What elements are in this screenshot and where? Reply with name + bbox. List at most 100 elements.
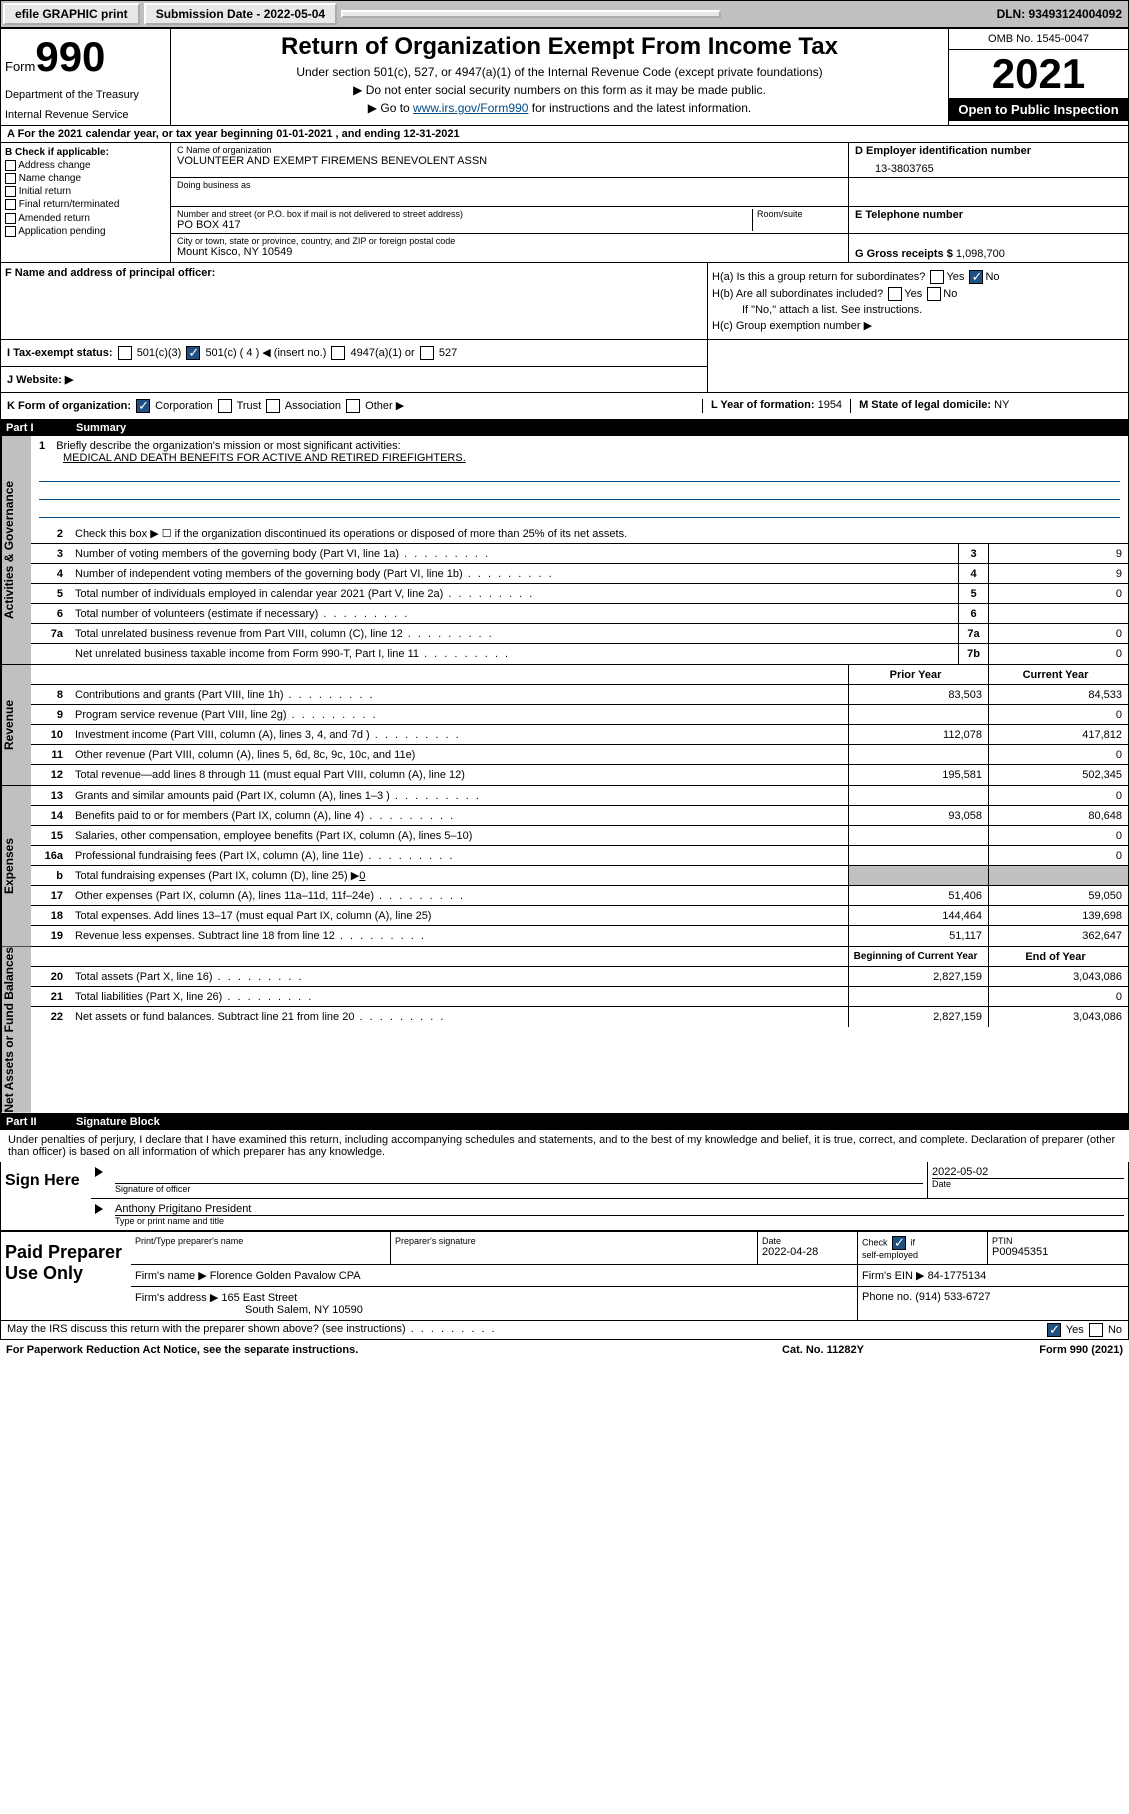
subtitle-3: ▶ Go to www.irs.gov/Form990 for instruct… (175, 101, 944, 115)
l22-text: Net assets or fund balances. Subtract li… (71, 1009, 848, 1025)
l11-cy: 0 (988, 745, 1128, 764)
irs-link[interactable]: www.irs.gov/Form990 (413, 101, 528, 115)
d-label: D Employer identification number (855, 145, 1122, 157)
section-k: K Form of organization: Corporation Trus… (0, 393, 1129, 420)
l17-py: 51,406 (848, 886, 988, 905)
dba-label: Doing business as (177, 180, 842, 190)
l15-text: Salaries, other compensation, employee b… (71, 828, 848, 844)
form-title: Return of Organization Exempt From Incom… (175, 33, 944, 61)
side-rev: Revenue (1, 665, 31, 785)
l10-py: 112,078 (848, 725, 988, 744)
l1-text: Briefly describe the organization's miss… (56, 440, 400, 452)
l8-cy: 84,533 (988, 685, 1128, 704)
open-to-public: Open to Public Inspection (949, 98, 1128, 121)
prep-date: 2022-04-28 (762, 1246, 853, 1258)
section-i-j: I Tax-exempt status: 501(c)(3) 501(c) ( … (0, 340, 1129, 393)
type-name-label: Type or print name and title (115, 1216, 1124, 1226)
l16b-text: Total fundraising expenses (Part IX, col… (71, 867, 848, 884)
chk-527[interactable] (420, 346, 434, 360)
paid-preparer-label: Paid Preparer Use Only (1, 1232, 131, 1320)
prep-date-hdr: Date (762, 1236, 853, 1246)
chk-corp[interactable] (136, 399, 150, 413)
sign-here-label: Sign Here (1, 1162, 91, 1230)
mission: MEDICAL AND DEATH BENEFITS FOR ACTIVE AN… (39, 452, 1120, 464)
chk-trust[interactable] (218, 399, 232, 413)
chk-amended[interactable]: Amended return (5, 213, 166, 224)
l14-text: Benefits paid to or for members (Part IX… (71, 808, 848, 824)
signature-block: Sign Here Signature of officer 2022-05-0… (0, 1162, 1129, 1231)
l21-b (848, 987, 988, 1006)
paid-preparer-block: Paid Preparer Use Only Print/Type prepar… (0, 1231, 1129, 1321)
efile-button[interactable]: efile GRAPHIC print (3, 3, 140, 25)
subtitle-2: ▶ Do not enter social security numbers o… (175, 83, 944, 97)
side-ag: Activities & Governance (1, 436, 31, 664)
l13-py (848, 786, 988, 805)
arrow-icon (95, 1204, 103, 1214)
firm-name-label: Firm's name ▶ (135, 1270, 207, 1282)
l16a-text: Professional fundraising fees (Part IX, … (71, 848, 848, 864)
dln: DLN: 93493124004092 (997, 7, 1122, 21)
l10-text: Investment income (Part VIII, column (A)… (71, 727, 848, 743)
l18-text: Total expenses. Add lines 13–17 (must eq… (71, 908, 848, 924)
l9-cy: 0 (988, 705, 1128, 724)
l18-cy: 139,698 (988, 906, 1128, 925)
phone: (914) 533-6727 (915, 1291, 990, 1303)
current-year-hdr: Current Year (988, 665, 1128, 684)
city-label: City or town, state or province, country… (177, 236, 842, 246)
l16a-cy: 0 (988, 846, 1128, 865)
chk-501c3[interactable] (118, 346, 132, 360)
h-b-note: If "No," attach a list. See instructions… (712, 304, 1124, 316)
chk-other[interactable] (346, 399, 360, 413)
l20-b: 2,827,159 (848, 967, 988, 986)
chk-initial-return[interactable]: Initial return (5, 186, 166, 197)
l15-cy: 0 (988, 826, 1128, 845)
room-label: Room/suite (757, 209, 842, 219)
chk-name-change[interactable]: Name change (5, 173, 166, 184)
l20-e: 3,043,086 (988, 967, 1128, 986)
hb-no[interactable] (927, 287, 941, 301)
cat-no: Cat. No. 11282Y (723, 1344, 923, 1356)
addr-label: Number and street (or P.O. box if mail i… (177, 209, 752, 219)
firm-name: Florence Golden Pavalow CPA (210, 1270, 361, 1282)
l13-cy: 0 (988, 786, 1128, 805)
chk-assoc[interactable] (266, 399, 280, 413)
part-2-header: Part II Signature Block (0, 1114, 1129, 1130)
discuss-yes[interactable] (1047, 1323, 1061, 1337)
ha-yes[interactable] (930, 270, 944, 284)
revenue-section: Revenue Prior YearCurrent Year 8Contribu… (0, 665, 1129, 786)
section-a: A For the 2021 calendar year, or tax yea… (0, 126, 1129, 143)
chk-final-return[interactable]: Final return/terminated (5, 199, 166, 210)
chk-address-change[interactable]: Address change (5, 160, 166, 171)
spacer (341, 10, 721, 18)
activities-governance: Activities & Governance 1 Briefly descri… (0, 436, 1129, 665)
chk-app-pending[interactable]: Application pending (5, 226, 166, 237)
l15-py (848, 826, 988, 845)
part-1-title: Summary (76, 422, 126, 434)
hb-yes[interactable] (888, 287, 902, 301)
org-name: VOLUNTEER AND EXEMPT FIREMENS BENEVOLENT… (177, 155, 842, 167)
chk-4947[interactable] (331, 346, 345, 360)
firm-addr-1: 165 East Street (221, 1292, 297, 1304)
l16a-py (848, 846, 988, 865)
l4-text: Number of independent voting members of … (71, 566, 958, 582)
i-label: I Tax-exempt status: (7, 347, 113, 359)
ein: 13-3803765 (855, 157, 1122, 175)
part-2-num: Part II (6, 1116, 76, 1128)
l18-py: 144,464 (848, 906, 988, 925)
section-f-h: F Name and address of principal officer:… (0, 263, 1129, 340)
firm-ein: 84-1775134 (928, 1270, 987, 1282)
subtitle-1: Under section 501(c), 527, or 4947(a)(1)… (175, 65, 944, 79)
prep-name-hdr: Print/Type preparer's name (135, 1236, 386, 1246)
l5-text: Total number of individuals employed in … (71, 586, 958, 602)
discuss-text: May the IRS discuss this return with the… (7, 1323, 1045, 1337)
l7a-val: 0 (988, 624, 1128, 643)
chk-501c[interactable] (186, 346, 200, 360)
discuss-no[interactable] (1089, 1323, 1103, 1337)
ha-no[interactable] (969, 270, 983, 284)
h-a: H(a) Is this a group return for subordin… (712, 270, 1124, 284)
sig-officer-label: Signature of officer (115, 1184, 923, 1194)
l12-py: 195,581 (848, 765, 988, 785)
l16b-py (848, 866, 988, 885)
chk-self-employed[interactable] (892, 1236, 906, 1250)
l5-val: 0 (988, 584, 1128, 603)
